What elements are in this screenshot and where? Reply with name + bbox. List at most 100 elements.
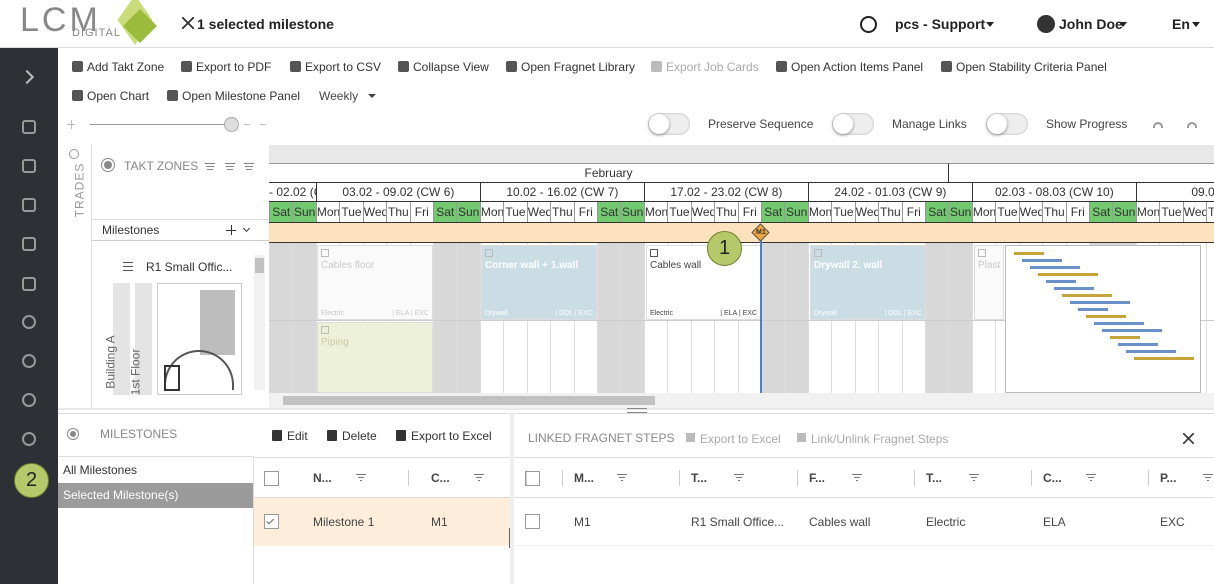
day-cell: Wed	[1182, 202, 1207, 222]
zoom-slider[interactable]	[90, 124, 225, 125]
card-trade: Drywall	[814, 310, 837, 317]
task-card[interactable]: Cables floor Electric | ELA | EXC	[317, 245, 433, 320]
toolbar-button[interactable]: Open Milestone Panel	[182, 89, 301, 103]
card-tags: | DDL | EXC	[555, 310, 593, 317]
day-cell: Fri	[737, 202, 761, 222]
toolbar-button[interactable]: Add Takt Zone	[87, 60, 165, 74]
icon	[987, 114, 1007, 134]
toolbar-button[interactable]: Collapse View	[413, 60, 489, 74]
day-row-line	[269, 201, 1214, 202]
icon	[368, 94, 376, 98]
action-button: Export to Excel	[700, 432, 781, 446]
grid-row[interactable]	[254, 498, 510, 546]
nav-icon[interactable]	[22, 354, 36, 368]
icon	[358, 477, 364, 478]
thumb-bar	[1062, 294, 1112, 297]
thumb-bar	[1094, 322, 1144, 325]
nav-icon[interactable]	[22, 159, 36, 173]
thumb-bar	[1078, 308, 1108, 311]
task-card[interactable]: Drywall 2. wall Drywall | DDL | EXC	[810, 245, 926, 320]
nav-icon[interactable]	[22, 315, 36, 329]
language-menu[interactable]: En	[1172, 16, 1190, 32]
day-column	[292, 243, 316, 393]
card-flag	[321, 249, 329, 257]
toolbar-button[interactable]: Export to PDF	[196, 60, 272, 74]
task-card[interactable]: Cables wall Electric | ELA | EXC	[646, 245, 761, 320]
nav-icon[interactable]	[22, 277, 36, 291]
card-tags: | ELA | EXC	[392, 310, 429, 317]
week-cell: 10.02 - 16.02 (CW 7)	[479, 182, 644, 201]
user-menu[interactable]: John Doe	[1059, 16, 1123, 32]
nav-icon[interactable]	[22, 432, 36, 446]
toggle-label: Show Progress	[1046, 117, 1128, 131]
nav-icon[interactable]	[22, 393, 36, 407]
icon	[205, 163, 215, 164]
icon	[833, 114, 853, 134]
week-cell: - 02.02 (CW 5)	[269, 182, 348, 201]
icon	[856, 480, 858, 481]
cell: Electric	[926, 515, 966, 529]
header-checkbox[interactable]	[264, 471, 279, 486]
card-title: Drywall 2. wall	[814, 260, 883, 271]
icon	[1187, 122, 1197, 128]
icon	[398, 61, 409, 72]
thumb-bar	[1110, 336, 1140, 339]
toolbar-button[interactable]: Open Chart	[87, 89, 150, 103]
task-card[interactable]: Plast	[974, 245, 1004, 320]
action-button[interactable]: Export to Excel	[411, 429, 492, 443]
nav-icon[interactable]	[22, 237, 36, 251]
nav-icon[interactable]	[22, 198, 36, 212]
h-scroll-thumb[interactable]	[283, 396, 655, 405]
view-select[interactable]: Weekly	[319, 89, 359, 103]
thumb-bar	[1054, 287, 1094, 290]
filter-item-selected[interactable]: Selected Milestone(s)	[58, 483, 253, 508]
col-sep	[408, 470, 409, 486]
column-header: T...	[691, 471, 708, 485]
close-icon[interactable]	[182, 17, 194, 29]
cell: ELA	[1043, 515, 1066, 529]
day-cell: Sat	[433, 202, 457, 222]
trades-column	[58, 145, 92, 408]
nav-icon[interactable]	[22, 120, 36, 134]
icon	[621, 480, 623, 481]
row-checkbox[interactable]	[525, 514, 540, 529]
day-cell: Thu	[714, 202, 738, 222]
toolbar-button[interactable]: Export to CSV	[305, 60, 382, 74]
action-button[interactable]: Edit	[287, 429, 308, 443]
icon	[245, 166, 253, 167]
header-checkbox[interactable]	[525, 471, 540, 486]
filter-item[interactable]: All Milestones	[63, 463, 138, 477]
task-card[interactable]: Piping	[317, 322, 433, 393]
toggle-label: Manage Links	[892, 117, 967, 131]
panel-splitter[interactable]	[627, 408, 647, 413]
toolbar-button[interactable]: Open Action Items Panel	[791, 60, 924, 74]
toolbar-button[interactable]: Open Stability Criteria Panel	[956, 60, 1107, 74]
month-row	[269, 145, 1214, 163]
project-menu[interactable]: pcs - Support	[895, 16, 986, 32]
grid-header	[254, 457, 510, 498]
icon	[1086, 474, 1096, 475]
toolbar-button[interactable]: Open Fragnet Library	[521, 60, 636, 74]
icon	[164, 365, 180, 391]
day-column	[597, 243, 621, 393]
icon	[200, 290, 235, 355]
day-cell: Fri	[901, 202, 925, 222]
day-column	[925, 243, 949, 393]
cell: R1 Small Office...	[691, 515, 785, 529]
day-cell: Wed	[1018, 202, 1043, 222]
day-column	[433, 243, 457, 393]
icon	[360, 480, 362, 481]
row-checkbox[interactable]	[264, 514, 279, 529]
day-cell: Sat	[925, 202, 949, 222]
day-cell: Mon	[807, 202, 832, 222]
thumb-bar	[1070, 301, 1130, 304]
column-header: F...	[809, 471, 826, 485]
icon	[72, 61, 83, 72]
icon	[290, 61, 301, 72]
close-panel[interactable]	[1183, 433, 1194, 444]
task-card[interactable]: Corner wall + 1.wall Drywall | DDL | EXC	[481, 245, 597, 320]
action-button[interactable]: Delete	[342, 429, 377, 443]
grid-row[interactable]	[514, 498, 1214, 546]
day-cell: Sun	[1112, 202, 1136, 222]
icon	[734, 474, 744, 475]
